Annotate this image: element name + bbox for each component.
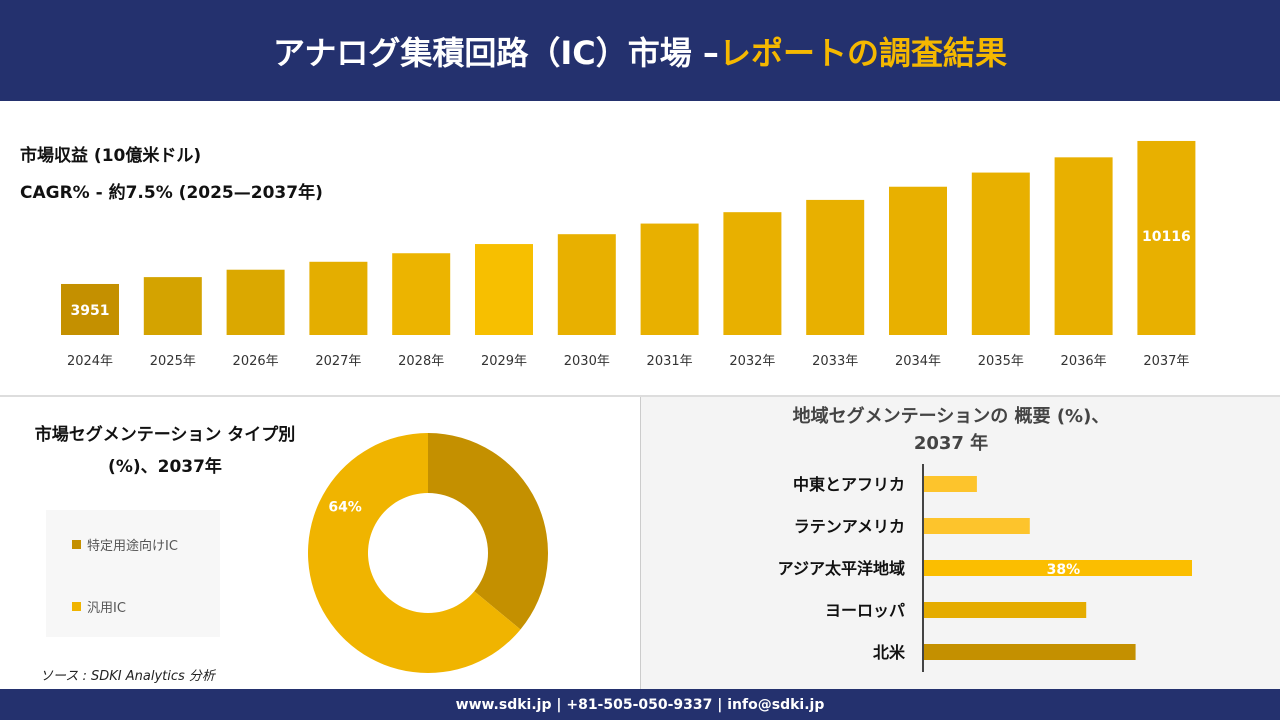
year-tick-label: 2028年 [398, 354, 444, 369]
year-tick-label: 2030年 [564, 354, 610, 369]
revenue-bar [557, 234, 616, 335]
legend-label: 汎用IC [87, 601, 126, 616]
year-tick-label: 2034年 [895, 354, 941, 369]
year-tick-label: 2036年 [1061, 354, 1107, 369]
revenue-bar [1137, 140, 1196, 335]
footer-contact: www.sdki.jp | +81-505-050-9337 | info@sd… [0, 689, 1280, 720]
region-label: 中東とアフリカ [793, 475, 905, 494]
donut-slice [308, 433, 521, 673]
year-tick-label: 2033年 [812, 354, 858, 369]
revenue-bar [889, 186, 947, 335]
legend-swatch [72, 602, 81, 611]
type-donut-chart: 64% [308, 433, 548, 673]
type-segment-title: 市場セグメンテーション タイプ別 (%)、2037年 [34, 425, 296, 477]
divider [0, 395, 1280, 397]
revenue-bar [392, 253, 451, 335]
year-tick-label: 2024年 [67, 354, 113, 369]
revenue-bar [806, 199, 865, 335]
year-tick-label: 2032年 [729, 354, 775, 369]
revenue-bar [475, 244, 533, 335]
revenue-bar [309, 261, 368, 335]
title-highlight: レポートの調査結果 [718, 33, 1007, 72]
region-label: アジア太平洋地域 [778, 559, 905, 578]
donut-slice [428, 433, 548, 630]
title-main: アナログ集積回路（IC）市場 – [273, 33, 719, 72]
revenue-bar [226, 269, 285, 335]
region-data-label: 38% [1047, 562, 1081, 578]
legend-item-general: 汎用IC [72, 597, 126, 616]
legend-item-asic: 特定用途向けIC [72, 535, 178, 554]
revenue-bar [640, 223, 699, 335]
region-segment-panel: 地域セグメンテーションの 概要 (%)、2037 年 中東とアフリカ ラテンアメリ… [640, 397, 1280, 689]
year-tick-label: 2035年 [978, 354, 1024, 369]
header-banner: アナログ集積回路（IC）市場 – レポートの調査結果 [0, 0, 1280, 101]
region-label: 北米 [873, 643, 906, 662]
region-segment-title: 地域セグメンテーションの 概要 (%)、2037 年 [792, 406, 1110, 454]
year-tick-label: 2025年 [150, 354, 196, 369]
region-label: ヨーロッパ [825, 601, 905, 620]
year-tick-label: 2026年 [233, 354, 279, 369]
region-bar [924, 644, 1136, 660]
year-tick-label: 2027年 [315, 354, 361, 369]
revenue-bar [143, 277, 202, 335]
type-segment-panel: 市場セグメンテーション タイプ別 (%)、2037年 特定用途向けIC 汎用IC… [0, 397, 640, 689]
donut-legend: 特定用途向けIC 汎用IC [46, 510, 220, 637]
legend-label: 特定用途向けIC [87, 539, 178, 554]
cagr-subtitle: CAGR% - 約7.5% (2025—2037年) [20, 183, 323, 203]
bar-data-label: 10116 [1142, 229, 1191, 245]
bar-data-label: 3951 [71, 303, 110, 319]
year-tick-label: 2031年 [647, 354, 693, 369]
year-tick-label: 2037年 [1143, 354, 1189, 369]
source-note: ソース : SDKI Analytics 分析 [40, 669, 215, 684]
region-label: ラテンアメリカ [794, 517, 905, 536]
revenue-title: 市場収益 (10億米ドル) [20, 146, 202, 166]
revenue-bar [61, 283, 119, 335]
year-tick-label: 2029年 [481, 354, 527, 369]
revenue-bar-chart: 2024年 3951 2025年 2026年 2027年 2028年 2029年 2030年 2… [61, 140, 1196, 369]
revenue-bar [1054, 157, 1113, 335]
revenue-bar [971, 172, 1030, 335]
region-bar [924, 518, 1030, 534]
region-bar [924, 476, 977, 492]
revenue-bar [723, 212, 782, 335]
donut-data-label: 64% [328, 500, 362, 516]
region-bar [924, 560, 1192, 576]
region-bar [924, 602, 1087, 618]
legend-swatch [72, 540, 81, 549]
